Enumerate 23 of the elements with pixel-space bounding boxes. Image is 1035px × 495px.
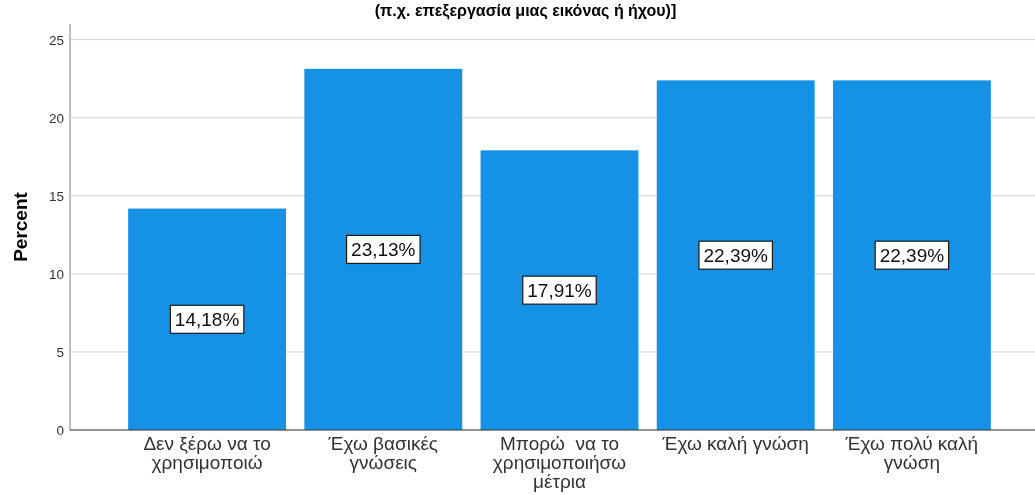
x-tick-label: Έχω βασικές γνώσεις [327, 433, 439, 473]
x-tick-label: Έχω πολύ καλή γνώση [844, 433, 979, 473]
y-tick-label: 15 [48, 188, 64, 204]
bar [304, 68, 463, 430]
bar [832, 80, 991, 430]
data-label: 17,91% [527, 280, 592, 302]
y-axis-title: Percent [10, 191, 31, 262]
bar [656, 80, 815, 430]
data-label: 14,18% [174, 309, 240, 331]
x-tick-label: Έχω καλή γνώση [661, 433, 809, 454]
data-label: 23,13% [351, 239, 416, 261]
data-label: 22,39% [879, 245, 945, 267]
y-tick-label: 0 [56, 423, 64, 438]
y-tick-label: 20 [48, 110, 64, 126]
x-tick-label: Μπορώ να το χρησιμοποιήσω μέτρια [492, 433, 627, 492]
bar [480, 150, 639, 430]
x-tick-label: Δεν ξέρω να το χρησιμοποιώ [143, 433, 271, 473]
chart-title: (π.χ. επεξεργασία μιας εικόνας ή ήχου)] [374, 2, 677, 20]
y-tick-label: 5 [56, 344, 64, 360]
bar [128, 208, 287, 430]
y-tick-label: 10 [48, 266, 64, 282]
data-label: 22,39% [703, 245, 769, 267]
y-tick-label: 25 [48, 32, 64, 48]
